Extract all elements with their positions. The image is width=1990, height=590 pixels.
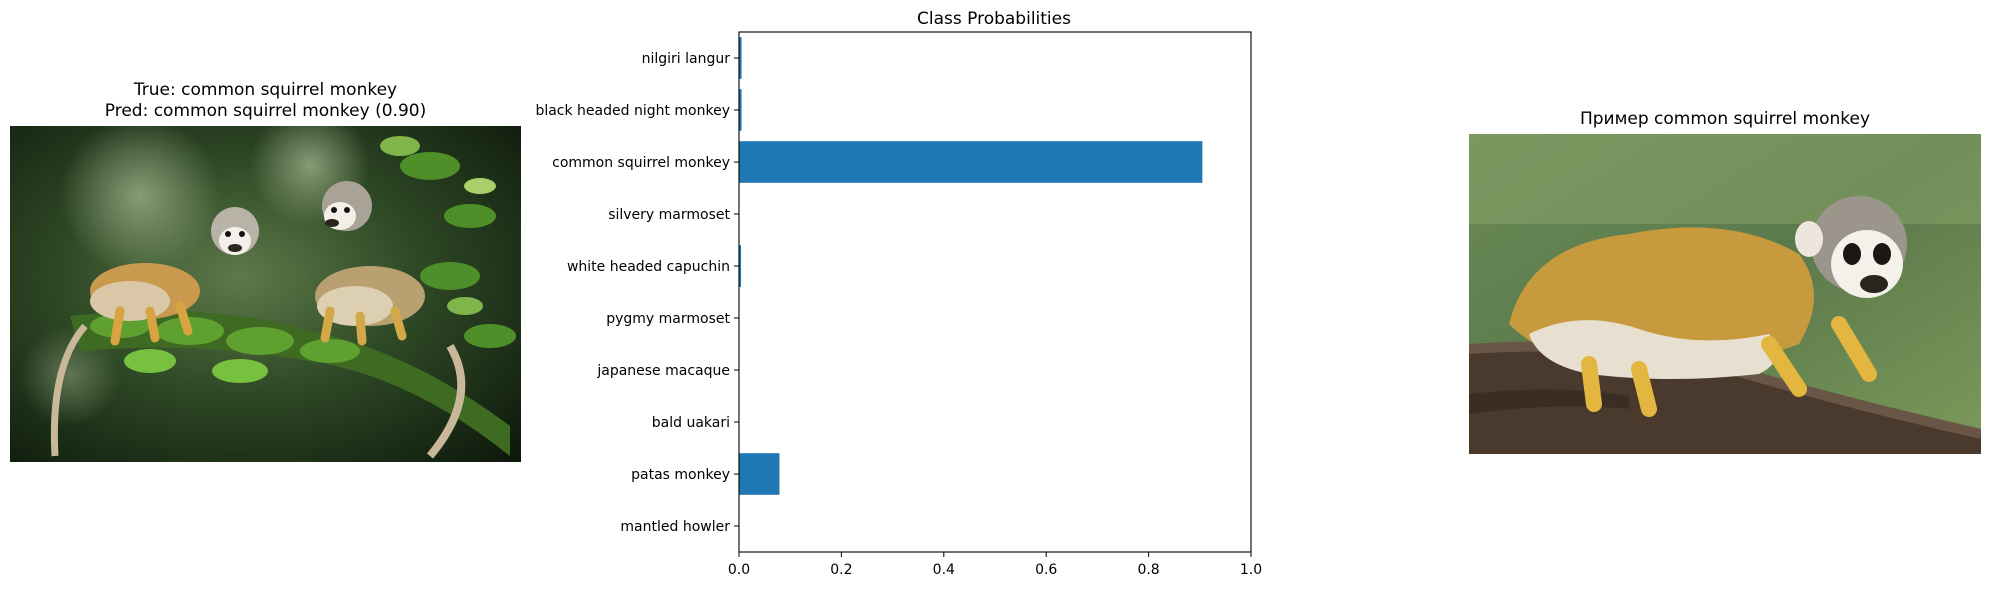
chart-title: Class Probabilities (917, 9, 1071, 29)
x-tick-label: 0.8 (1137, 562, 1159, 578)
example-title: Пример common squirrel monkey (1579, 109, 1871, 129)
y-tick-label: bald uakari (652, 415, 730, 431)
pred-label: Pred: common squirrel monkey (0.90) (104, 101, 427, 121)
bar-nilgiri-langur (739, 37, 742, 79)
x-tick-label: 0.2 (830, 562, 852, 578)
squirrel-monkey-example-photo (1469, 134, 1981, 454)
y-tick-label: common squirrel monkey (552, 155, 730, 171)
x-tick-label: 0.6 (1035, 562, 1057, 578)
true-label: True: common squirrel monkey (133, 80, 398, 100)
bar-black-headed-night-monkey (739, 89, 742, 131)
bar-common-squirrel-monkey (739, 141, 1203, 183)
y-tick-label: pygmy marmoset (606, 311, 730, 327)
x-ticks-group: 0.0 0.2 0.4 0.6 0.8 1.0 (728, 552, 1262, 578)
y-tick-label: silvery marmoset (608, 207, 730, 223)
x-tick-label: 0.0 (728, 562, 750, 578)
y-tick-label: japanese macaque (596, 363, 730, 379)
squirrel-monkeys-photo (10, 126, 521, 462)
y-tick-label: black headed night monkey (535, 103, 730, 119)
y-tick-label: white headed capuchin (567, 259, 730, 275)
bar-patas-monkey (739, 453, 780, 495)
bar-white-headed-capuchin (739, 245, 742, 287)
axes-frame (738, 31, 1252, 553)
query-photo (10, 126, 521, 462)
example-photo (1469, 134, 1981, 454)
y-tick-label: mantled howler (620, 519, 730, 535)
bars-group (739, 37, 1203, 547)
y-tick-label: nilgiri langur (642, 51, 731, 67)
y-ticks-group: nilgiri langur black headed night monkey c… (535, 51, 739, 535)
left-panel-title: True: common squirrel monkey Pred: commo… (10, 80, 521, 122)
y-tick-label: patas monkey (631, 467, 730, 483)
x-tick-label: 0.4 (933, 562, 955, 578)
x-tick-label: 1.0 (1240, 562, 1262, 578)
